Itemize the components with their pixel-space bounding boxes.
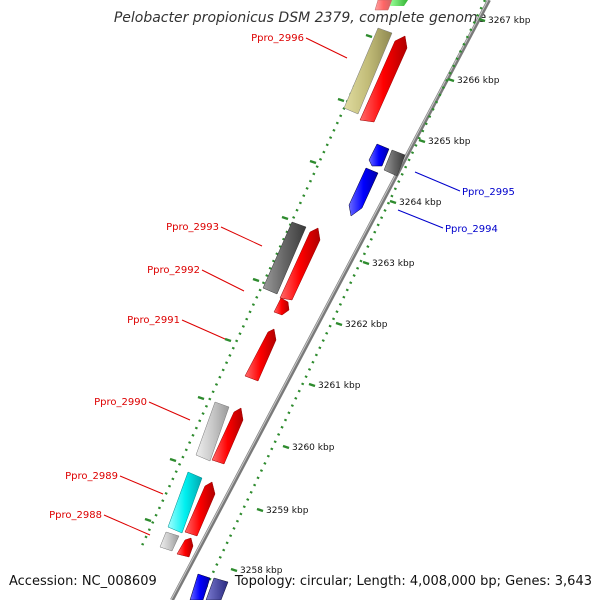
gene-label-leader [397, 209, 444, 229]
gene-block-dark [262, 221, 307, 295]
tick-label: 3263 kbp [372, 259, 415, 269]
tick-mark [365, 33, 373, 39]
gene-label-ppro-2993: Ppro_2993 [166, 222, 219, 233]
tick-mark [478, 17, 486, 23]
tick-mark [447, 77, 455, 83]
gene-arrow-forward [184, 481, 216, 537]
gene-label-ppro-2992: Ppro_2992 [147, 265, 200, 276]
gene-label-ppro-2990: Ppro_2990 [94, 397, 147, 408]
genome-backbone [170, 0, 491, 600]
tick-label: 3265 kbp [428, 137, 471, 147]
tick-label: 3264 kbp [399, 198, 442, 208]
gene-block-green [390, 0, 408, 6]
gene-block-forward [374, 0, 393, 11]
tick-track-dots [138, 34, 380, 551]
tick-label: 3267 kbp [488, 16, 531, 26]
tick-mark [169, 457, 177, 463]
tick-track-dots [198, 0, 487, 600]
gene-label-ppro-2995: Ppro_2995 [462, 187, 515, 198]
tick-mark [418, 138, 426, 144]
tick-label: 3260 kbp [292, 443, 335, 453]
tick-mark [281, 215, 289, 221]
gene-block-reverse-navy [205, 577, 229, 600]
gene-labels: Ppro_2996 Ppro_2995 Ppro_2994 Ppro_2993 Ppro… [49, 33, 515, 521]
tick-mark [362, 260, 370, 266]
gene-block-olive [343, 27, 393, 115]
gene-arrow-reverse [368, 143, 390, 167]
gene-label-leader [181, 319, 226, 340]
gene-label-ppro-2989: Ppro_2989 [65, 471, 118, 482]
tick-label: 3266 kbp [457, 76, 500, 86]
gene-block-reverse [189, 573, 211, 600]
gene-arrow-forward [279, 227, 321, 301]
gene-label-leader [119, 475, 164, 495]
gene-label-ppro-2994: Ppro_2994 [445, 224, 498, 235]
gene-label-ppro-2988: Ppro_2988 [49, 510, 102, 521]
gene-arrow-forward [211, 407, 244, 465]
tick-mark [308, 382, 316, 388]
tick-mark [337, 97, 345, 103]
tick-mark [224, 337, 232, 343]
gene-label-leader [103, 514, 151, 536]
tick-label: 3259 kbp [266, 506, 309, 516]
gene-arrow-forward [359, 35, 408, 123]
tick-mark [197, 395, 205, 401]
tick-mark [256, 507, 264, 513]
gene-label-ppro-2996: Ppro_2996 [251, 33, 304, 44]
tick-label: 3258 kbp [240, 566, 283, 576]
gene-label-ppro-2991: Ppro_2991 [127, 315, 180, 326]
genome-summary: Topology: circular; Length: 4,008,000 bp… [234, 574, 592, 589]
gene-label-leader [148, 401, 191, 421]
gene-label-leader [414, 171, 461, 192]
gene-label-leader [220, 226, 263, 247]
gene-block-light [195, 401, 230, 462]
tick-mark [309, 159, 317, 165]
tick-label: 3262 kbp [345, 320, 388, 330]
tick-labels: 3267 kbp 3266 kbp 3265 kbp 3264 kbp 3263 kbp… [144, 16, 531, 576]
tick-mark [282, 444, 290, 450]
gene-arrow-forward [176, 537, 194, 558]
gene-block-light [159, 531, 180, 552]
gene-features [159, 0, 408, 600]
tick-mark [144, 517, 152, 523]
tick-mark [335, 321, 343, 327]
gene-label-leader [201, 269, 245, 292]
genome-title: Pelobacter propionicus DSM 2379, complet… [113, 10, 487, 26]
gene-arrow-forward [244, 328, 277, 382]
gene-block-reverse-dark [383, 149, 406, 177]
tick-mark [252, 277, 260, 283]
tick-tracks [138, 0, 487, 600]
gene-label-leader [305, 37, 348, 59]
gene-label-leaders [103, 37, 461, 536]
gene-arrow-forward [273, 297, 290, 316]
gene-arrow-reverse [348, 167, 379, 217]
tick-label: 3261 kbp [318, 381, 361, 391]
tick-mark [230, 567, 238, 573]
accession-label: Accession: NC_008609 [9, 574, 157, 589]
genome-backbone-highlight [170, 0, 489, 600]
tick-mark [389, 199, 397, 205]
gene-block-cyan [167, 471, 203, 534]
